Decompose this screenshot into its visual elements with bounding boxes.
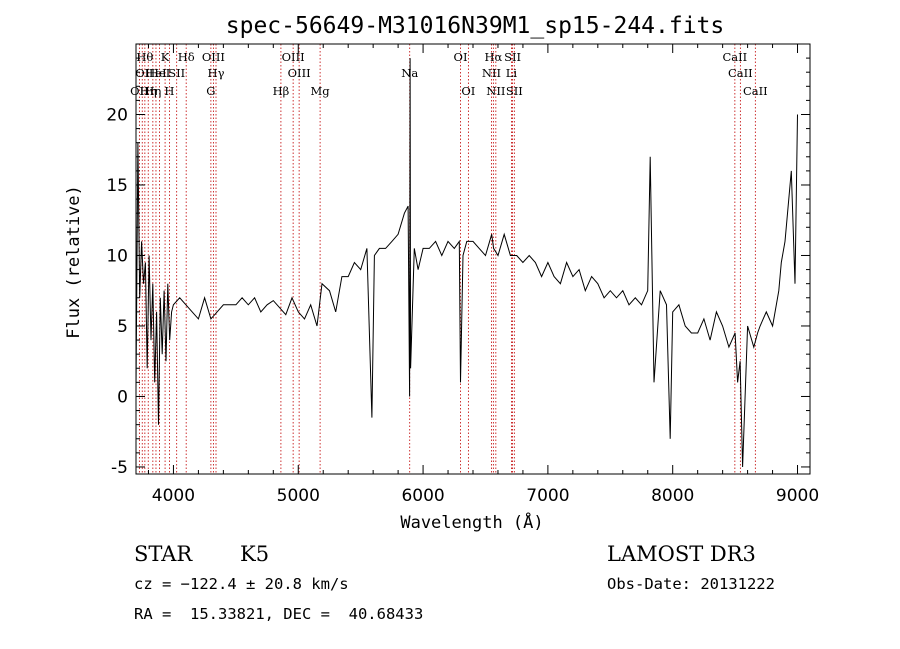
x-tick-label: 8000 — [651, 486, 694, 506]
spectral-line-label: OI — [454, 50, 468, 64]
y-axis-ticks: -5 0 5 10 15 20 — [106, 57, 810, 478]
object-subclass: K5 — [240, 542, 270, 566]
spectral-line-label: Hγ — [208, 66, 225, 80]
spectral-line-label: SII — [506, 84, 523, 98]
spectral-line-label: OIII — [202, 50, 225, 64]
x-tick-label: 4000 — [152, 486, 195, 506]
x-axis-label: Wavelength (Å) — [400, 511, 543, 533]
y-tick-label: 15 — [106, 176, 128, 196]
redshift-text: cz = −122.4 ± 20.8 km/s — [134, 575, 349, 593]
spectral-line-label: CaII — [743, 84, 768, 98]
spectral-line-markers — [138, 44, 756, 474]
spectral-line-label: G — [206, 84, 215, 98]
obs-date: Obs-Date: 20131222 — [607, 575, 775, 593]
spectral-line-label: Hη — [144, 84, 161, 98]
spectral-line-label: HeI — [149, 66, 170, 80]
y-tick-label: 20 — [106, 105, 128, 125]
object-class: STAR — [134, 542, 193, 566]
x-tick-label: 6000 — [401, 486, 444, 506]
spectral-line-label: NII — [482, 66, 501, 80]
spectral-line-label: HeI — [145, 66, 166, 80]
spectral-line-label: Hθ — [136, 50, 153, 64]
spectral-line-label: OII — [130, 84, 149, 98]
y-tick-label: -5 — [111, 458, 128, 478]
spectral-line-label: Hα — [484, 50, 502, 64]
x-tick-label: 5000 — [277, 486, 320, 506]
spectral-line-label: SII — [168, 66, 185, 80]
survey-name: LAMOST DR3 — [607, 542, 756, 566]
spectral-line-label: K — [161, 50, 170, 64]
plot-frame — [135, 43, 811, 475]
spectral-line-label: SII — [504, 50, 521, 64]
spectral-line-label: Hη — [140, 84, 157, 98]
x-axis-ticks: 4000 5000 6000 7000 8000 9000 — [147, 44, 819, 506]
y-tick-label: 5 — [117, 317, 128, 337]
coordinates: RA = 15.33821, DEC = 40.68433 — [134, 605, 424, 623]
x-tick-label: 9000 — [776, 486, 819, 506]
spectral-line-label: Li — [506, 66, 518, 80]
spectral-line-label: OIII — [282, 50, 305, 64]
y-axis-label: Flux (relative) — [64, 185, 84, 339]
spectral-line-label: CaII — [722, 50, 747, 64]
spectral-line-label: OI — [135, 66, 149, 80]
spectral-line-label: OIII — [288, 66, 311, 80]
spectral-line-label: OI — [461, 84, 475, 98]
spectral-line-label: Mg — [311, 84, 331, 98]
spectral-line-label: H — [164, 84, 174, 98]
y-tick-label: 0 — [117, 387, 128, 407]
chart-title: spec-56649-M31016N39M1_sp15-244.fits — [226, 13, 725, 39]
y-tick-label: 10 — [106, 246, 128, 266]
spectral-line-label: CaII — [728, 66, 753, 80]
spectrum-line — [135, 58, 798, 468]
x-tick-label: 7000 — [526, 486, 569, 506]
spectral-line-label: NII — [486, 84, 505, 98]
spectral-line-label: Hδ — [178, 50, 195, 64]
spectral-line-label: Hβ — [273, 84, 290, 98]
